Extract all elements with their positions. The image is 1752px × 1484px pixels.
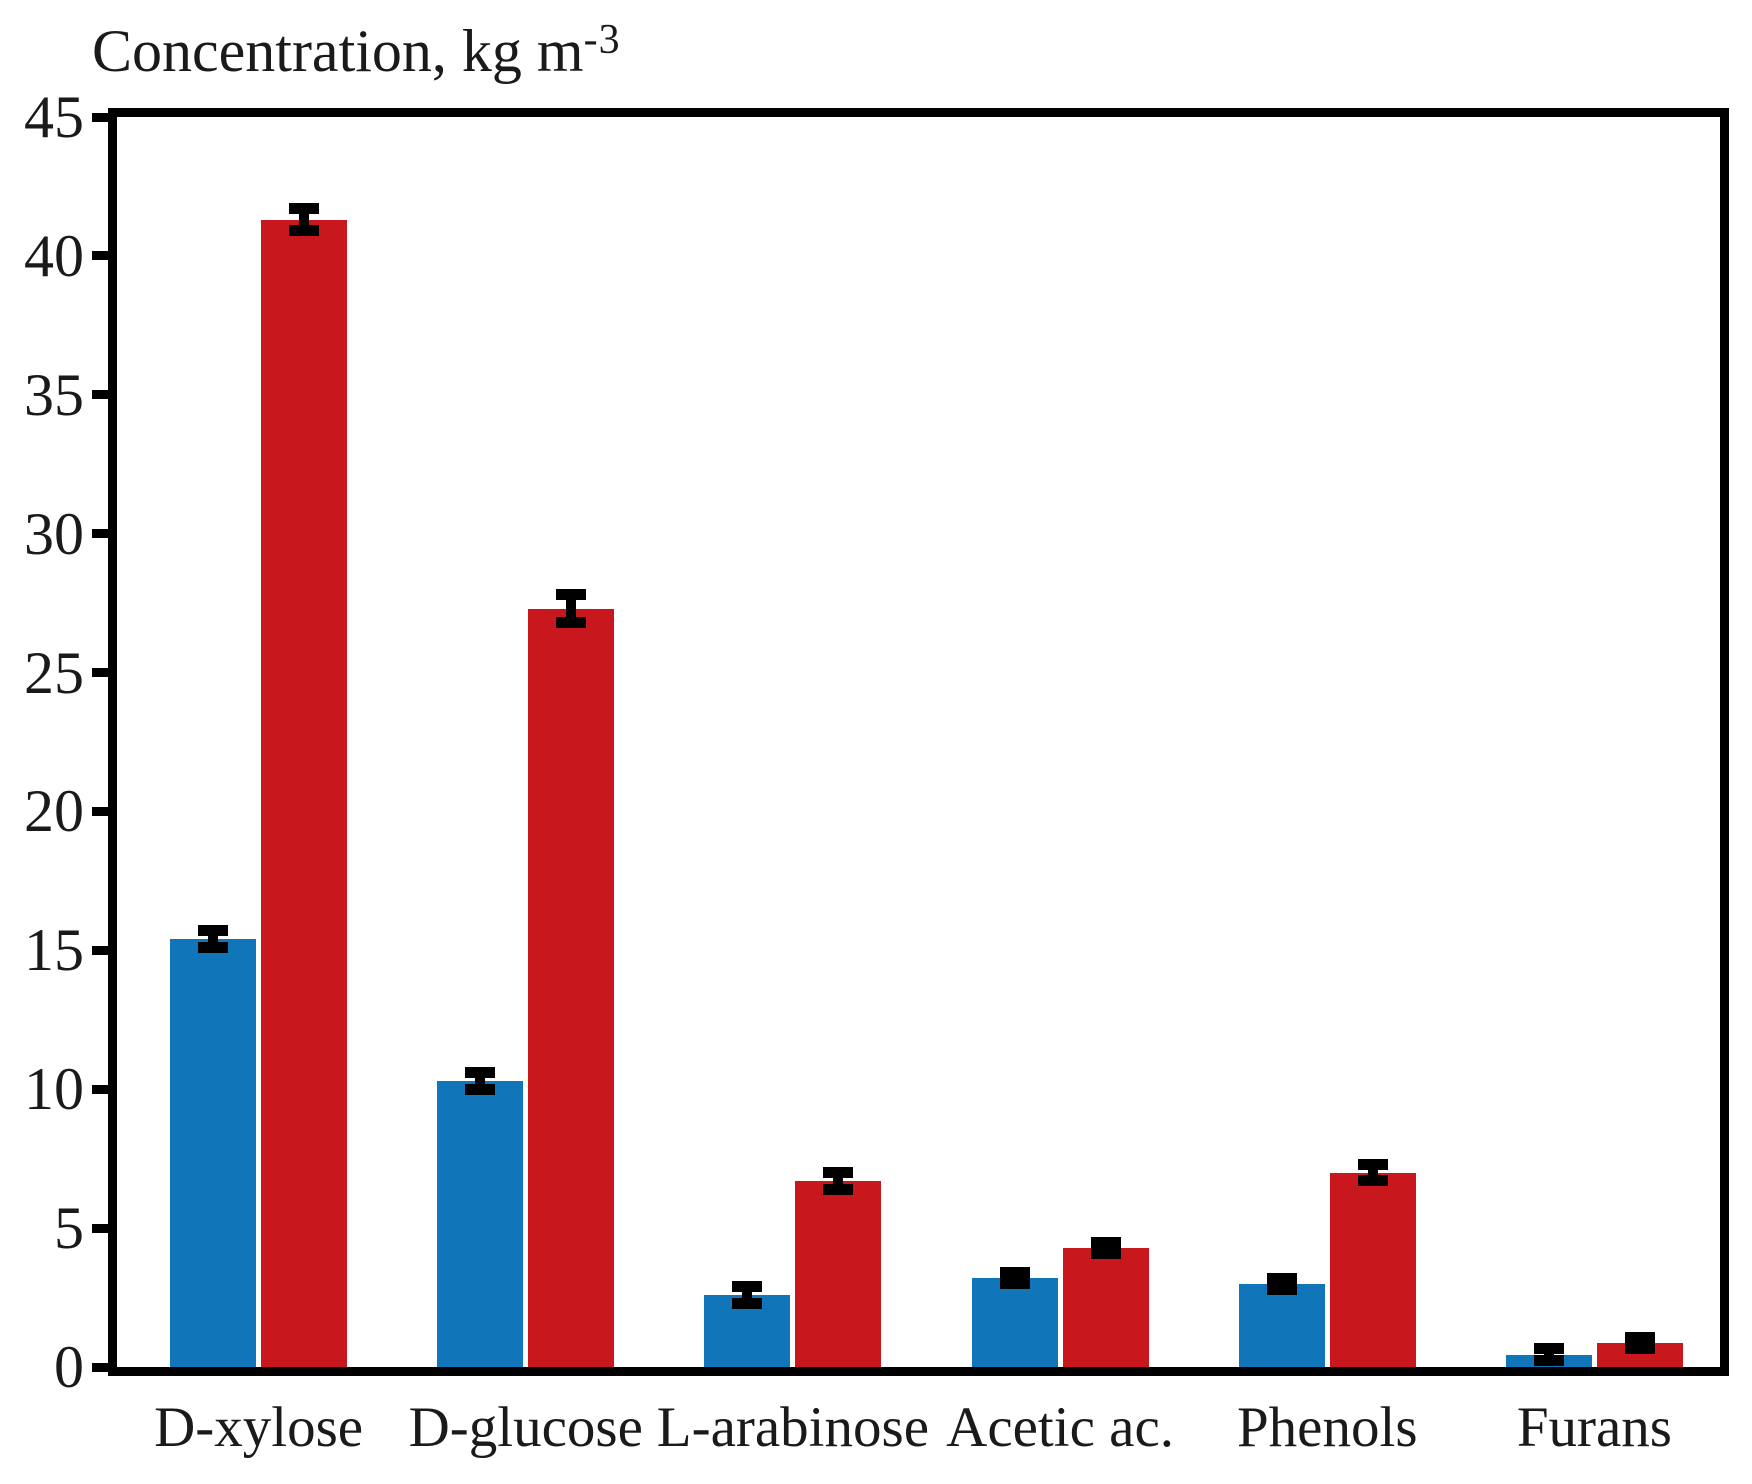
error-bar-line <box>1634 1337 1645 1349</box>
x-axis-label-acetic-ac: Acetic ac. <box>946 1396 1174 1459</box>
error-bar-line <box>299 208 310 231</box>
y-tick-label: 5 <box>54 1195 84 1262</box>
bar-blue-acetic-ac <box>971 1278 1058 1367</box>
error-bar-cap <box>1624 1343 1655 1355</box>
error-bar-cap <box>289 203 320 215</box>
error-bar-cap <box>1090 1247 1121 1259</box>
error-bar-line <box>1276 1278 1287 1290</box>
bar-blue-phenols <box>1238 1283 1325 1367</box>
error-bar-cap <box>1357 1158 1388 1170</box>
y-axis-tick <box>92 1223 108 1233</box>
y-tick-label: 20 <box>24 778 84 845</box>
error-bar-cap <box>465 1067 496 1079</box>
error-bar-cap <box>465 1083 496 1095</box>
y-tick-label: 40 <box>24 222 84 289</box>
error-bar-cap <box>198 942 229 954</box>
y-axis-title-text: Concentration, kg m <box>92 18 584 84</box>
error-bar-cap <box>1266 1283 1297 1295</box>
error-bar-cap <box>823 1183 854 1195</box>
error-bar-line <box>1100 1242 1111 1254</box>
error-bar-line <box>742 1286 753 1304</box>
x-axis-label-l-arabinose: L-arabinose <box>656 1396 929 1459</box>
error-bar-cap <box>999 1278 1030 1290</box>
y-tick-label: 10 <box>24 1056 84 1123</box>
error-bar-cap <box>823 1167 854 1179</box>
y-axis-tick <box>92 529 108 539</box>
y-axis-title-superscript: -3 <box>583 17 621 63</box>
x-axis-label-d-glucose: D-glucose <box>408 1396 643 1459</box>
error-bar-cap <box>556 617 587 629</box>
bar-red-d-glucose <box>528 608 615 1367</box>
x-axis-label-d-xylose: D-xylose <box>154 1396 364 1459</box>
bar-blue-d-glucose <box>437 1080 524 1367</box>
y-axis-title: Concentration, kg m-3 <box>92 8 621 83</box>
error-bar-line <box>475 1072 486 1090</box>
error-bar-cap <box>1624 1332 1655 1344</box>
error-bar-line <box>1009 1272 1020 1284</box>
error-bar-cap <box>289 225 320 237</box>
y-axis-tick <box>92 390 108 400</box>
y-tick-label: 25 <box>24 639 84 706</box>
error-bar-cap <box>198 925 229 937</box>
x-axis-label-phenols: Phenols <box>1236 1396 1418 1459</box>
error-bar-cap <box>1090 1236 1121 1248</box>
error-bar-line <box>833 1172 844 1190</box>
error-bar-cap <box>732 1280 763 1292</box>
error-bar-line <box>566 594 577 623</box>
plot-area <box>108 108 1729 1376</box>
error-bar-cap <box>732 1297 763 1309</box>
y-axis-tick <box>92 945 108 955</box>
error-bar-cap <box>1357 1175 1388 1187</box>
bar-red-furans <box>1596 1343 1683 1367</box>
y-tick-label: 0 <box>54 1334 84 1400</box>
error-bar-line <box>1543 1348 1554 1361</box>
error-bar-cap <box>556 589 587 601</box>
error-bar-line <box>208 930 219 948</box>
y-axis-tick <box>92 1084 108 1094</box>
y-tick-label: 45 <box>24 84 84 150</box>
y-axis-tick <box>92 112 108 122</box>
error-bar-cap <box>1533 1354 1564 1366</box>
bar-red-l-arabinose <box>795 1180 882 1367</box>
y-axis-tick <box>92 1362 108 1372</box>
y-tick-label: 15 <box>24 917 84 984</box>
error-bar-line <box>1367 1164 1378 1181</box>
y-tick-label: 30 <box>24 500 84 567</box>
y-axis-tick <box>92 251 108 261</box>
y-tick-label: 35 <box>24 361 84 428</box>
bar-red-phenols <box>1329 1172 1416 1367</box>
bar-blue-d-xylose <box>170 939 257 1367</box>
y-axis-tick <box>92 806 108 816</box>
bar-red-d-xylose <box>261 219 348 1367</box>
bar-red-acetic-ac <box>1062 1247 1149 1367</box>
error-bar-cap <box>1533 1343 1564 1355</box>
error-bar-cap <box>1266 1272 1297 1284</box>
x-axis-label-furans: Furans <box>1516 1396 1672 1459</box>
y-axis-tick <box>92 668 108 678</box>
error-bar-cap <box>999 1267 1030 1279</box>
